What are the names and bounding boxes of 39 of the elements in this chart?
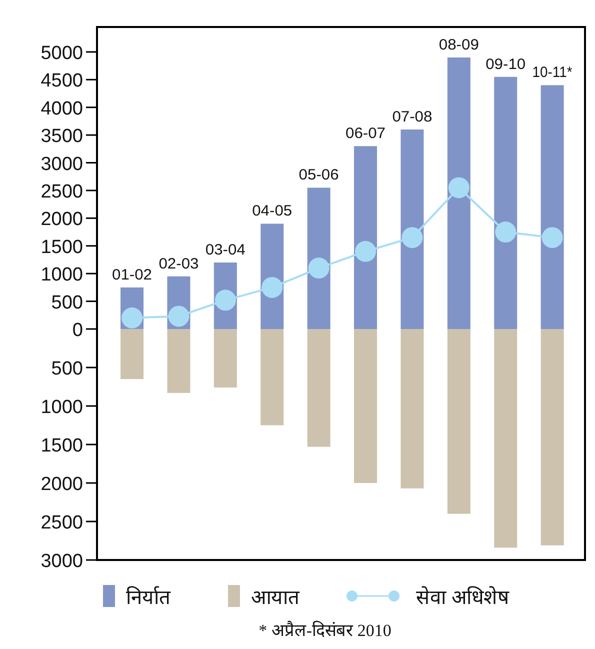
y-tick-label: 1500: [40, 236, 83, 258]
y-tick-label: 1000: [40, 397, 83, 418]
y-tick-label: 2500: [40, 512, 83, 534]
y-tick-label: 3000: [40, 154, 83, 175]
x-tick-label: 05-06: [298, 166, 339, 184]
point: [542, 227, 563, 248]
x-tick-label: 01-02: [112, 266, 152, 284]
y-tick-label: 1000: [40, 264, 83, 286]
legend-label: निर्यात: [126, 586, 171, 609]
x-tick-label: 07-08: [392, 108, 432, 126]
y-tick-label: 3000: [40, 551, 83, 572]
y-tick-label: 4000: [40, 98, 83, 120]
y-tick-label: 2000: [40, 474, 83, 495]
x-tick-label: 09-10: [486, 56, 526, 73]
point: [262, 276, 283, 298]
legend-label: सेवा अधिशेष: [416, 586, 510, 609]
y-tick-label: 4500: [40, 70, 83, 92]
y-tick-label: 5000: [40, 42, 83, 64]
x-tick-label: 10-11*: [532, 64, 576, 82]
y-tick-label: 3500: [40, 126, 83, 148]
point: [402, 227, 423, 248]
x-tick-label: 04-05: [252, 202, 292, 220]
y-tick-label: 500: [51, 358, 83, 380]
y-tick-label: 500: [51, 292, 83, 314]
point: [448, 177, 470, 198]
point: [495, 222, 516, 243]
x-tick-label: 08-09: [438, 36, 479, 54]
text: * अप्रैल-दिसंबर 2010: [258, 620, 392, 640]
x-tick-label: 02-03: [158, 255, 199, 272]
legend-label: आयात: [251, 587, 300, 609]
x-tick-label: 03-04: [205, 242, 246, 259]
point: [308, 258, 330, 279]
point: [168, 306, 190, 327]
y-tick-label: 2500: [40, 181, 83, 202]
x-tick-label: 06-07: [346, 125, 386, 142]
y-tick-label: 2000: [40, 209, 83, 230]
y-tick-label: 1500: [40, 436, 83, 456]
point: [355, 240, 376, 262]
y-tick-label: 0: [72, 320, 83, 341]
